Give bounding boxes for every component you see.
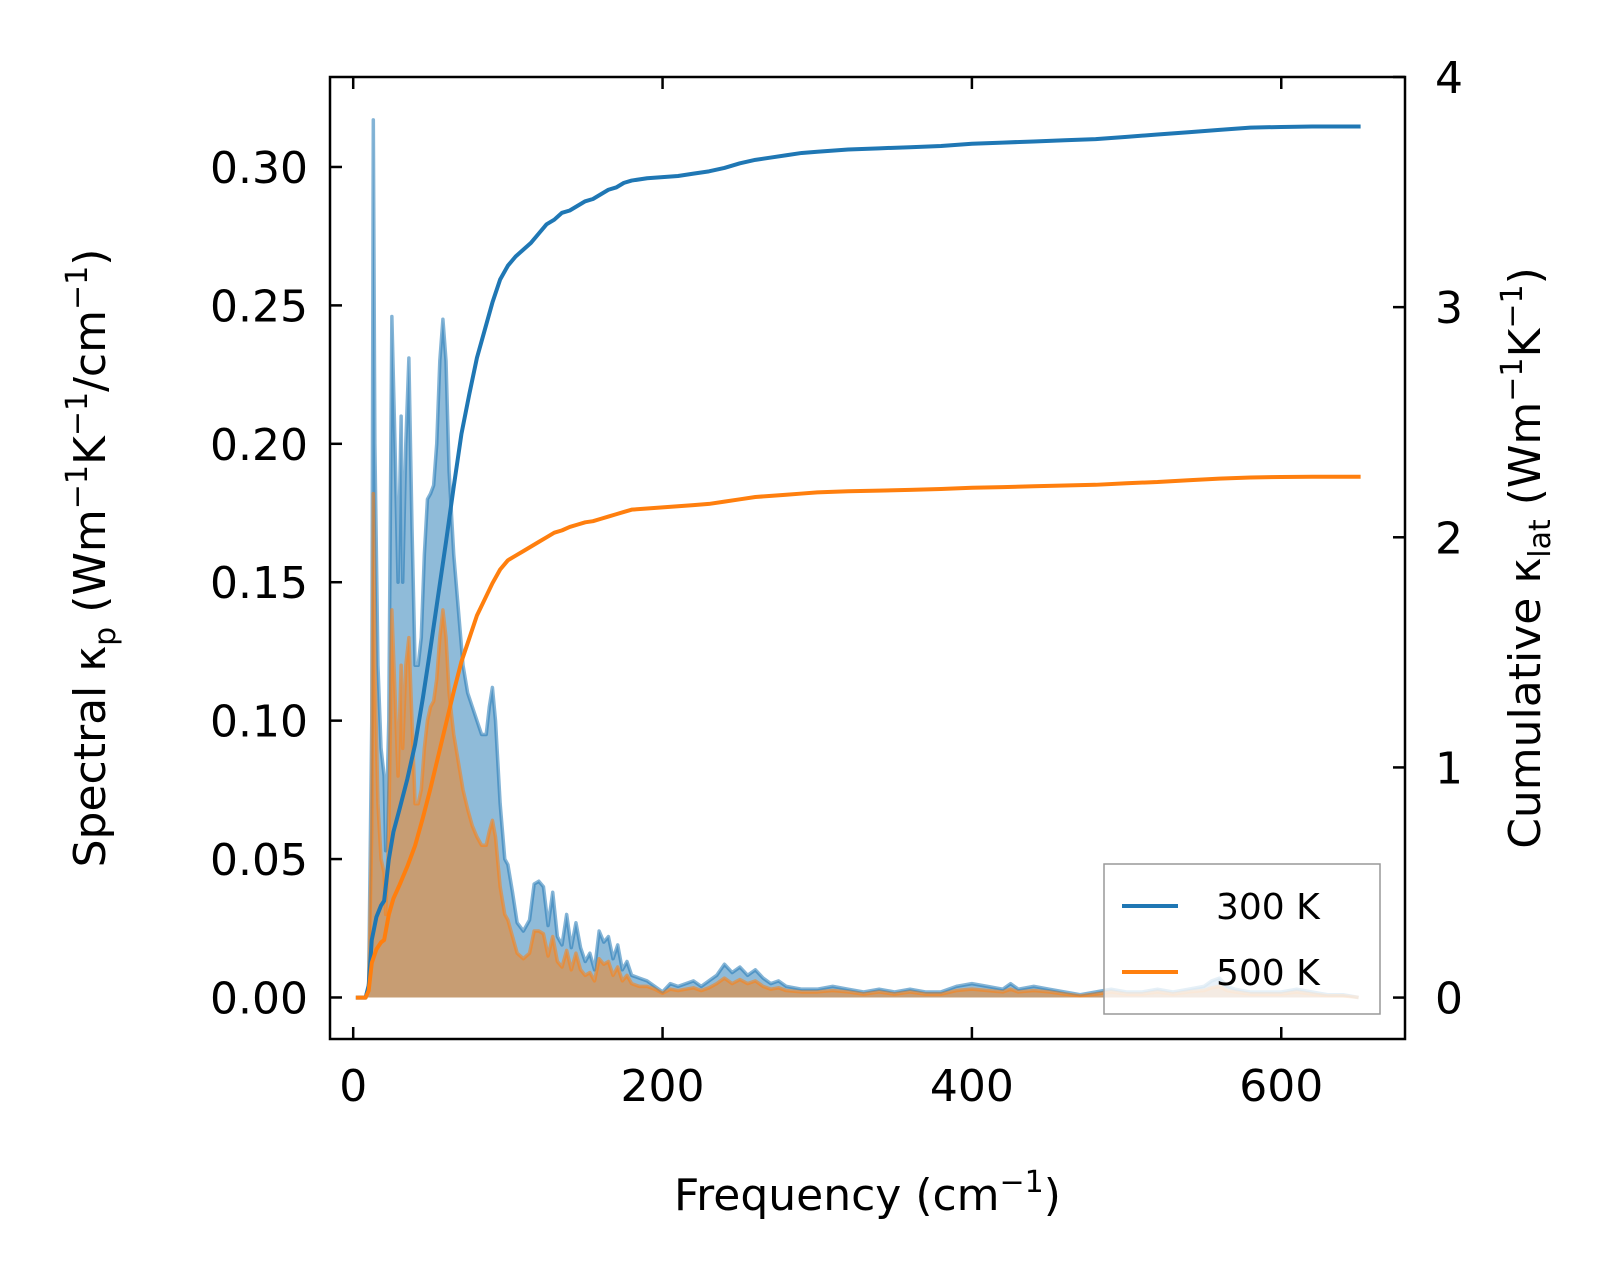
spectral-area-500-k [357, 493, 1359, 998]
y-right-axis-label-part: K [1500, 327, 1551, 357]
y-left-tick-label: 0.25 [210, 281, 308, 332]
y-left-axis-label-part: p [88, 627, 123, 646]
cumulative-line-300-k [355, 124, 1361, 1000]
y-left-axis-label-part: −1 [60, 392, 95, 436]
legend-frame [1103, 863, 1381, 1015]
y-left-tick-label: 0.20 [210, 420, 308, 471]
y-left-axis-label-part: Spectral κ [65, 646, 116, 868]
x-axis-label-sup: −1 [1000, 1165, 1044, 1200]
y-left-tick-label: 0.05 [210, 835, 308, 886]
y-right-axis-label-part: −1 [1495, 284, 1530, 328]
y-left-axis-label-part: (Wm [65, 509, 116, 627]
y-right-tick-label: 2 [1435, 513, 1463, 564]
x-axis-label-main: Frequency (cm [674, 1170, 1000, 1221]
y-left-tick-label: 0.15 [210, 558, 308, 609]
x-tick-label: 200 [621, 1061, 705, 1112]
y-right-axis-label: Cumulative κlat (Wm−1K−1) [1495, 267, 1558, 849]
y-left-axis-label-part: K [65, 435, 116, 465]
y-right-axis-label-part: lat [1523, 519, 1558, 558]
y-left-axis-label: Spectral κp (Wm−1K−1/cm−1) [60, 249, 123, 868]
y-left-axis-label-part: /cm [65, 310, 116, 392]
cumulative-line-500-k [355, 474, 1361, 1000]
x-tick-label: 0 [339, 1061, 367, 1112]
legend-label-300-k: 300 K [1216, 887, 1321, 928]
y-left-tick-label: 0.10 [210, 697, 308, 748]
y-left-tick-label: 0.30 [210, 143, 308, 194]
y-left-axis-label-part: −1 [60, 465, 95, 509]
y-right-axis-label-part: (Wm [1500, 402, 1551, 520]
x-tick-label: 400 [930, 1061, 1014, 1112]
x-axis-label: Frequency (cm−1) [674, 1165, 1061, 1221]
y-left-tick-label: 0.00 [210, 973, 308, 1024]
y-right-tick-label: 4 [1435, 53, 1463, 104]
legend: 300 K 500 K [1103, 863, 1381, 1015]
y-right-axis-label-part: −1 [1495, 357, 1530, 401]
x-axis-label-tail: ) [1044, 1170, 1061, 1221]
y-left-axis-label-part: −1 [60, 266, 95, 310]
spectral-line-500-k [357, 491, 1359, 1000]
y-right-axis-label-part: ) [1500, 267, 1551, 284]
y-right-tick-label: 3 [1435, 283, 1463, 334]
axes: 0 200 400 600 0.00 0.05 0.10 0.15 0.20 0.25 0.30 0 1… [60, 53, 1558, 1221]
y-right-tick-label: 1 [1435, 743, 1463, 794]
legend-label-500-k: 500 K [1216, 953, 1321, 994]
spectral-line-300-k [357, 118, 1359, 1000]
y-right-tick-label: 0 [1435, 974, 1463, 1025]
y-right-axis-label-part: Cumulative κ [1500, 558, 1551, 849]
plot-area [355, 118, 1361, 1000]
plot-frame [328, 75, 1407, 1041]
y-left-axis-label-part: ) [65, 249, 116, 266]
x-tick-label: 600 [1239, 1061, 1323, 1112]
